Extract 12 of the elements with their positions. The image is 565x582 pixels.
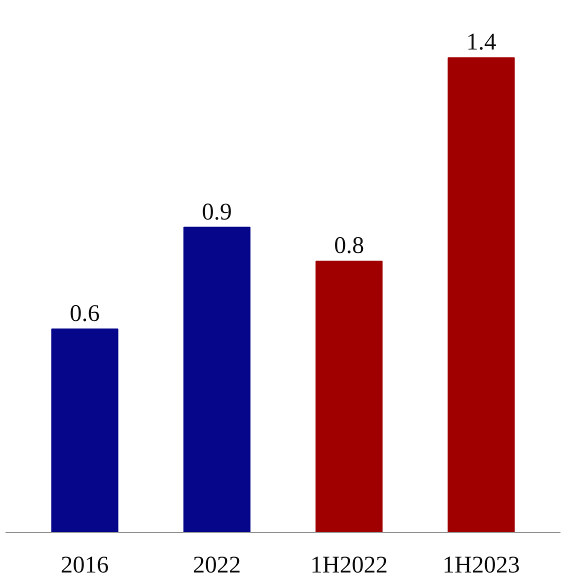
- x-tick-label: 2022: [192, 552, 241, 578]
- data-label: 0.6: [70, 301, 100, 328]
- x-tick-label: 2016: [60, 552, 109, 578]
- data-label: 1.4: [466, 30, 496, 56]
- data-label: 0.8: [334, 233, 364, 260]
- data-label: 0.9: [202, 199, 232, 226]
- bar: [448, 57, 515, 532]
- bar: [183, 226, 250, 532]
- x-tick-label: 1H2022: [310, 552, 388, 578]
- bar: [51, 328, 118, 532]
- x-tick-label: 1H2023: [442, 552, 520, 578]
- bar: [316, 260, 383, 532]
